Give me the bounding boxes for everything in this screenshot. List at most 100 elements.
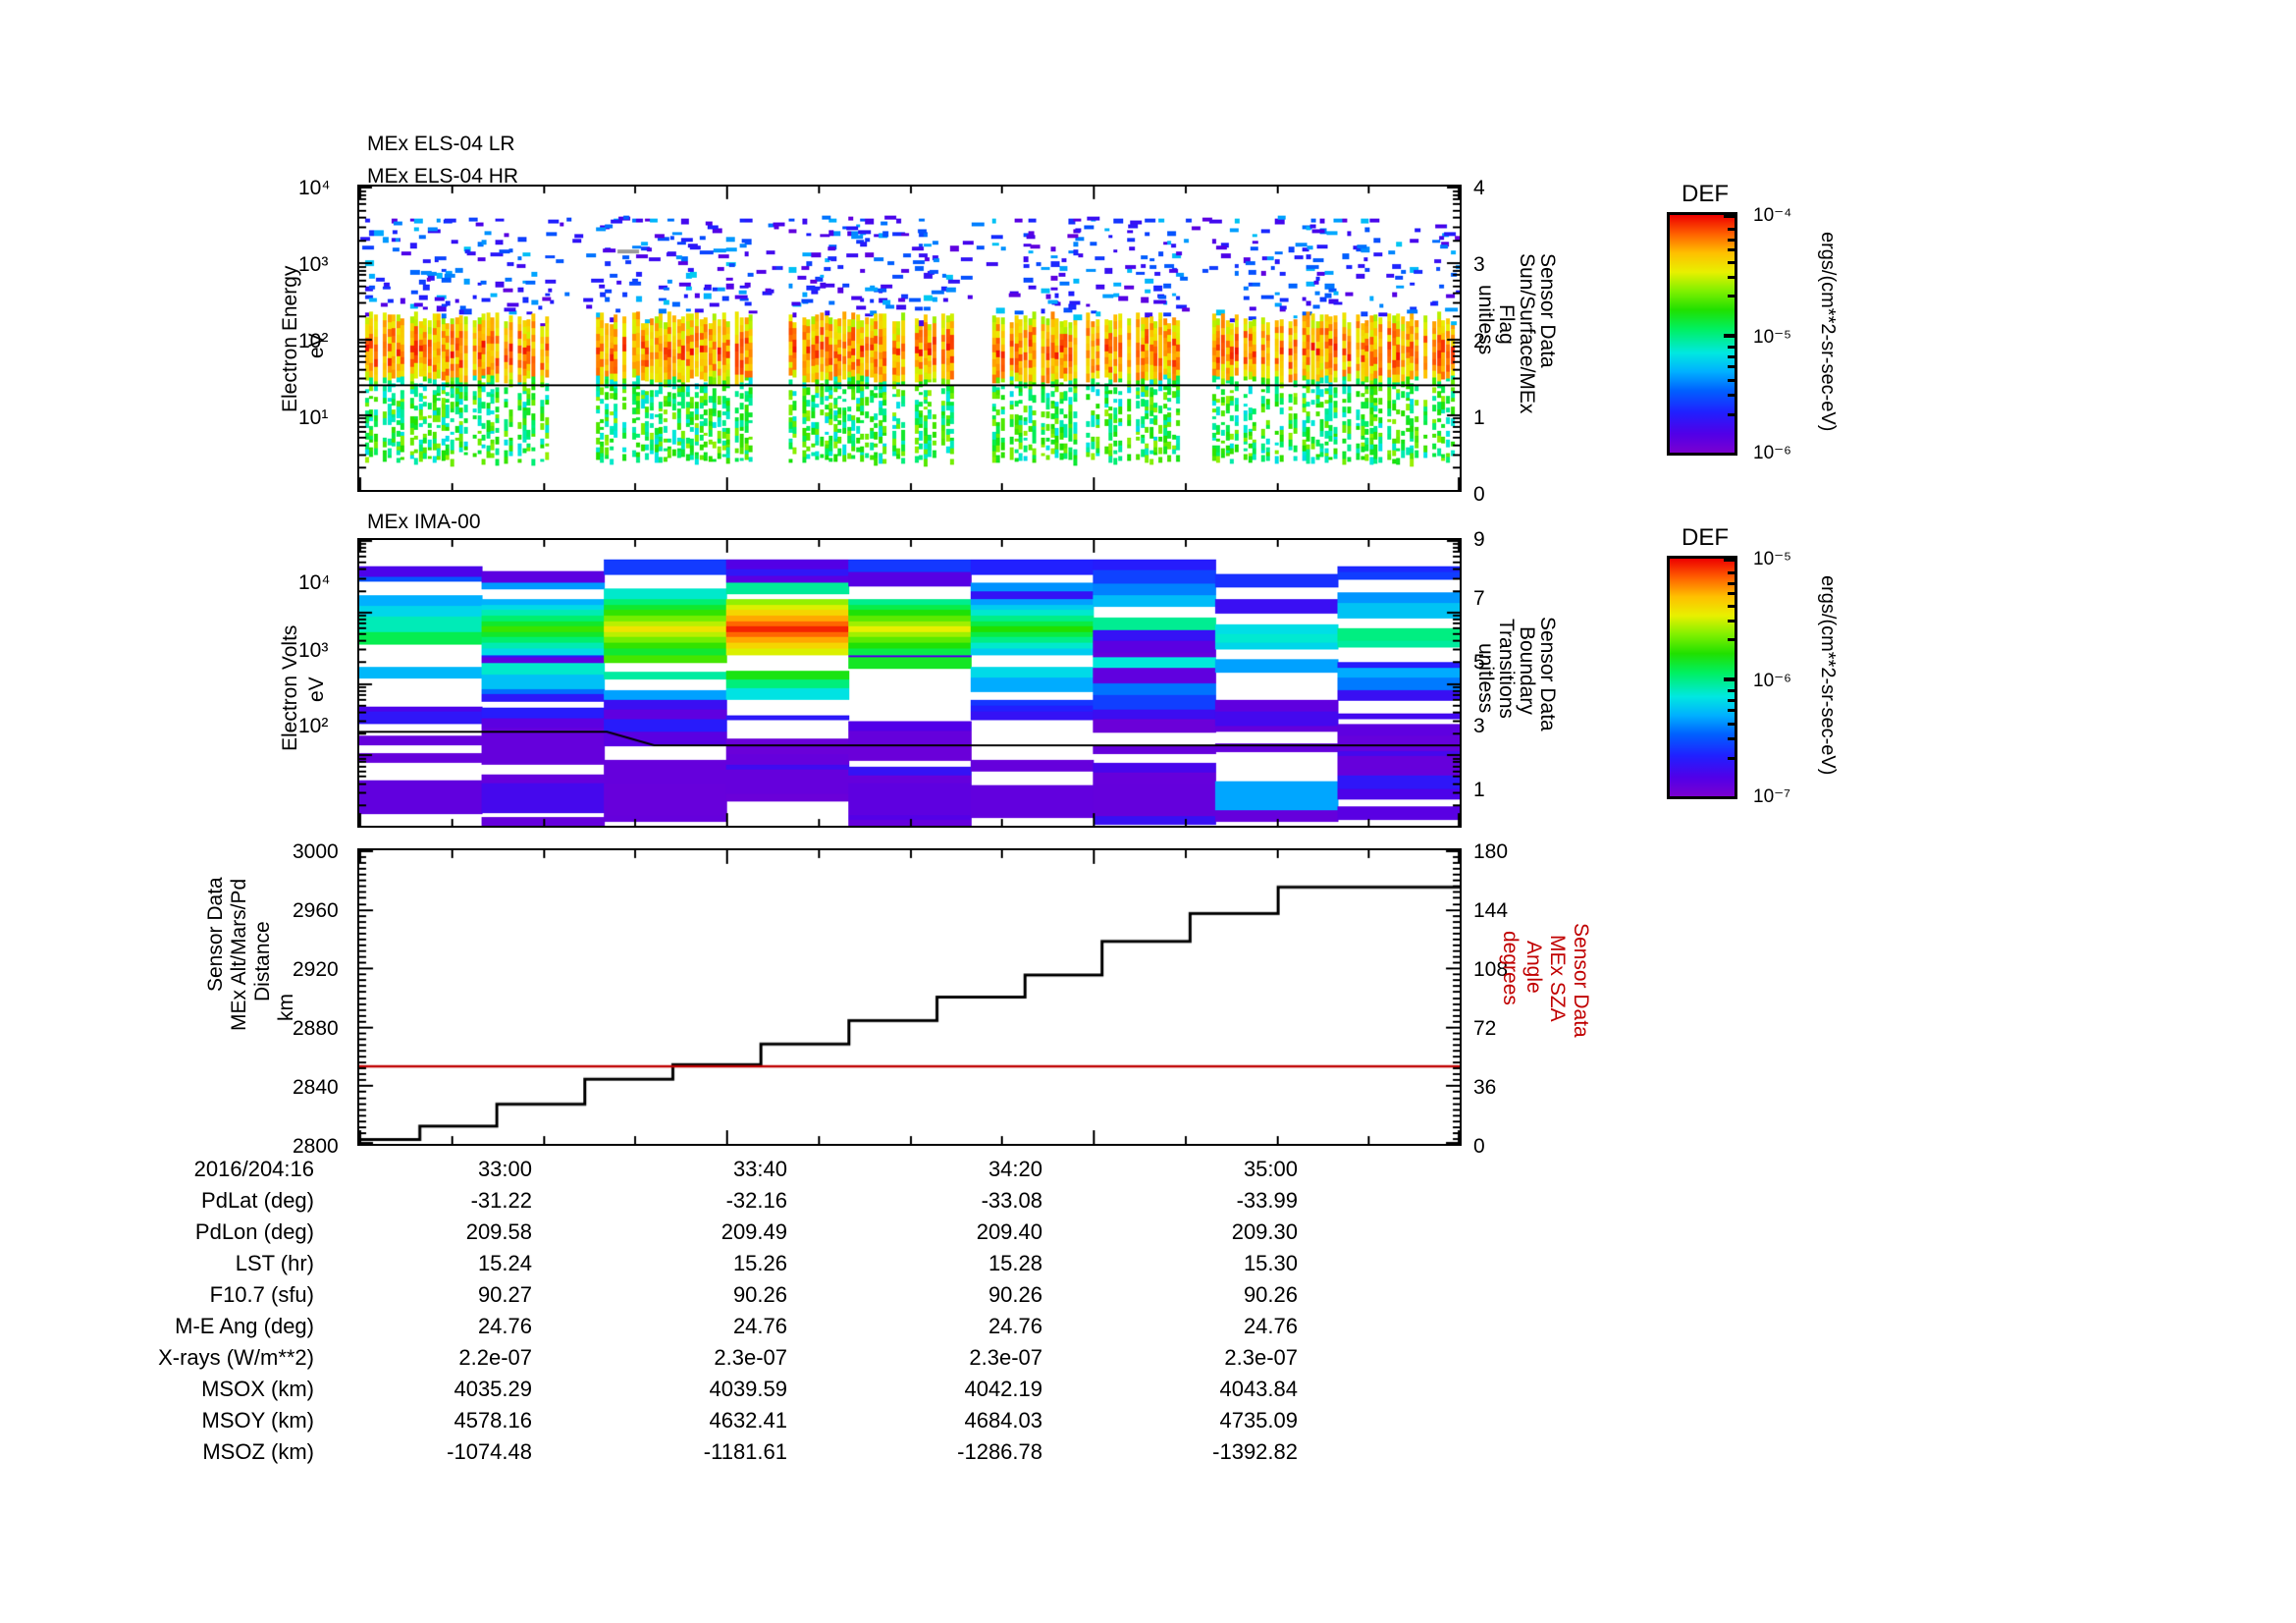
panel2-ytick-0: 10⁴	[298, 571, 331, 594]
panel1-ylabel-line1: Electron Energy	[279, 265, 301, 412]
table-row-label: F10.7 (sfu)	[209, 1282, 314, 1307]
panel3-ytick-1: 2960	[293, 899, 339, 922]
table-cell: 34:20	[988, 1157, 1042, 1181]
table-cell: 209.40	[976, 1219, 1042, 1244]
table-cell: -31.22	[470, 1188, 532, 1213]
colorbar2-tick	[1728, 571, 1737, 574]
panel2-right-label-line4: unitless	[1474, 643, 1497, 714]
panel2-ytick-2: 10²	[298, 715, 329, 737]
panel1-title-lr: MEx ELS-04 LR	[367, 133, 515, 155]
table-row: PdLon (deg) 209.58 209.49 209.40 209.30	[177, 1219, 1551, 1251]
panel1-right-ytick-4: 0	[1473, 483, 1485, 506]
panel2-right-ytick-0: 9	[1473, 528, 1485, 551]
table-row: M-E Ang (deg) 24.76 24.76 24.76 24.76	[175, 1314, 1551, 1345]
table-cell: 90.26	[1243, 1282, 1298, 1307]
panel1-canvas	[359, 187, 1460, 490]
panel3-right-ytick-5: 0	[1473, 1135, 1485, 1158]
panel3-ytick-4: 2840	[293, 1076, 339, 1099]
panel1-right-ytick-1: 3	[1473, 253, 1485, 276]
panel1-spectrogram[interactable]	[357, 185, 1462, 492]
table-cell: 90.26	[988, 1282, 1042, 1307]
colorbar2-tick	[1728, 699, 1737, 702]
table-row-label: 2016/204:16	[193, 1157, 314, 1181]
colorbar1-tick	[1728, 261, 1737, 264]
panel2-right-label-line1: Sensor Data	[1536, 617, 1559, 731]
colorbar2-tick	[1728, 592, 1737, 595]
panel2-ytick-1: 10³	[298, 639, 329, 662]
panel2-spectrogram[interactable]	[357, 538, 1462, 828]
panel3-lineplot[interactable]	[357, 848, 1462, 1146]
table-cell: 4735.09	[1219, 1408, 1298, 1433]
panel3-right-label-line4: degrees	[1499, 931, 1522, 1005]
colorbar1-title: DEF	[1682, 181, 1729, 207]
panel2-canvas	[359, 540, 1460, 826]
table-cell: 90.26	[732, 1282, 787, 1307]
table-cell: 4684.03	[964, 1408, 1042, 1433]
table-cell: 15.30	[1243, 1251, 1298, 1275]
colorbar1-tick	[1728, 295, 1737, 298]
colorbar2-tick	[1728, 757, 1737, 760]
table-cell: 2.3e-07	[714, 1345, 787, 1370]
table-row-label: LST (hr)	[235, 1251, 314, 1275]
panel3-ylabel-line3: Distance	[251, 921, 274, 1001]
table-cell: 2.2e-07	[458, 1345, 532, 1370]
table-row: MSOZ (km) -1074.48 -1181.61 -1286.78 -1392.8…	[177, 1439, 1551, 1471]
panel1-right-ytick-2: 2	[1473, 330, 1485, 352]
table-row-label: X-rays (W/m**2)	[158, 1345, 314, 1370]
table-row: PdLat (deg) -31.22 -32.16 -33.08 -33.99	[177, 1188, 1551, 1219]
panel3-right-label-line2: MEx SZA	[1546, 935, 1569, 1022]
table-row-label: PdLon (deg)	[194, 1219, 314, 1244]
colorbar1-tick	[1728, 239, 1737, 242]
colorbar1-tick	[1728, 365, 1737, 368]
colorbar1-tick	[1728, 413, 1737, 416]
panel1-ytick-3: 10¹	[298, 406, 329, 429]
panel2-right-ytick-4: 1	[1473, 779, 1485, 801]
table-cell: 4632.41	[709, 1408, 787, 1433]
table-cell: -1392.82	[1212, 1439, 1298, 1464]
colorbar2-bottom-label: 10⁻⁷	[1753, 786, 1791, 807]
colorbar1-tick	[1728, 355, 1737, 358]
panel1-title-hr: MEx ELS-04 HR	[367, 165, 519, 188]
panel2-right-ytick-2: 5	[1473, 651, 1485, 674]
colorbar2-tick	[1728, 709, 1737, 712]
colorbar2-tick	[1728, 620, 1737, 622]
colorbar2-tick	[1728, 605, 1737, 608]
colorbar1-mid-label: 10⁻⁵	[1753, 327, 1792, 348]
table-row-label: MSOX (km)	[201, 1377, 314, 1401]
colorbar2-tick	[1724, 559, 1737, 562]
panel3-ylabel-line4: km	[275, 994, 297, 1021]
table-cell: 209.30	[1231, 1219, 1298, 1244]
panel2-ylabel-line1: Electron Volts	[279, 624, 301, 751]
colorbar2-tick	[1728, 689, 1737, 692]
table-row: X-rays (W/m**2) 2.2e-07 2.3e-07 2.3e-07 2.3e…	[158, 1345, 1551, 1377]
table-cell: 24.76	[1243, 1314, 1298, 1338]
table-cell: 15.26	[732, 1251, 787, 1275]
panel3-right-ytick-3: 72	[1473, 1017, 1497, 1040]
panel3-ytick-3: 2880	[293, 1017, 339, 1040]
panel1-ytick-1: 10³	[298, 253, 329, 276]
panel3-ytick-5: 2800	[293, 1135, 339, 1158]
table-cell: 24.76	[732, 1314, 787, 1338]
table-cell: 2.3e-07	[1224, 1345, 1298, 1370]
panel3-right-ytick-0: 180	[1473, 840, 1509, 863]
panel1-ytick-2: 10²	[298, 330, 329, 352]
table-cell: 4035.29	[454, 1377, 532, 1401]
panel3-right-ytick-2: 108	[1473, 958, 1509, 981]
panel2-right-ytick-3: 3	[1473, 715, 1485, 737]
panel1-ytick-0: 10⁴	[298, 177, 331, 199]
table-cell: 15.28	[988, 1251, 1042, 1275]
table-row-label: PdLat (deg)	[201, 1188, 314, 1213]
parameter-table: 2016/204:16 33:00 33:40 34:20 35:00 PdLat (de…	[158, 1157, 1551, 1471]
panel3-canvas	[359, 850, 1460, 1144]
table-cell: -33.99	[1236, 1188, 1298, 1213]
colorbar2-tick	[1728, 737, 1737, 740]
colorbar1-bottom-label: 10⁻⁶	[1753, 443, 1791, 463]
table-cell: 35:00	[1243, 1157, 1298, 1181]
panel1-right-label-line4: unitless	[1474, 285, 1497, 355]
table-row-label: M-E Ang (deg)	[175, 1314, 314, 1338]
panel2-ylabel-line2: eV	[305, 676, 328, 702]
colorbar2-unit-label: ergs/(cm**2-sr-sec-eV)	[1817, 575, 1839, 776]
table-row: F10.7 (sfu) 90.27 90.26 90.26 90.26	[177, 1282, 1551, 1314]
colorbar1-tick	[1728, 346, 1737, 349]
